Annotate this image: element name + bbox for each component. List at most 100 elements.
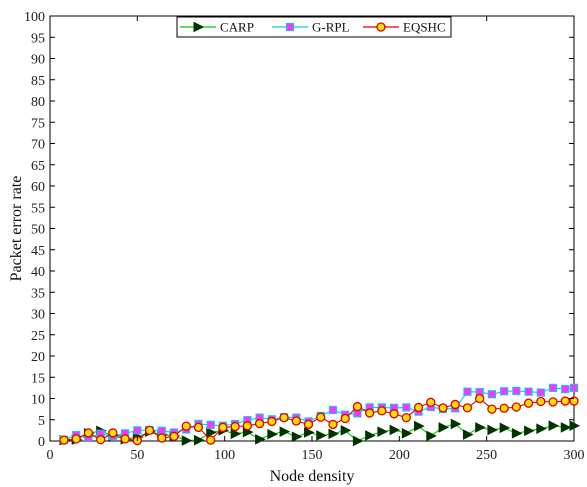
y-tick-label: 20 [31, 350, 45, 365]
data-point [206, 427, 217, 438]
y-tick-label: 100 [24, 10, 45, 25]
y-tick-label: 75 [31, 116, 45, 131]
data-point [569, 396, 579, 406]
data-point [450, 418, 462, 430]
data-point [352, 435, 364, 447]
data-point [193, 422, 204, 433]
y-tick-label: 35 [31, 286, 45, 301]
data-point [157, 433, 167, 443]
x-tick-label: 50 [130, 448, 144, 463]
data-point [120, 434, 130, 444]
data-point [475, 393, 485, 404]
data-point [267, 428, 278, 440]
y-tick-label: 95 [31, 31, 45, 46]
data-point [500, 387, 509, 396]
y-tick-label: 5 [38, 414, 45, 429]
data-point [206, 420, 215, 429]
y-tick-label: 65 [31, 159, 45, 174]
data-point [193, 434, 205, 446]
data-point [181, 421, 191, 431]
data-point [438, 403, 448, 413]
data-point [230, 421, 240, 432]
y-tick-label: 25 [31, 329, 45, 344]
data-point [414, 420, 425, 432]
data-point [255, 433, 266, 445]
y-tick-label: 60 [31, 180, 45, 195]
data-point [316, 412, 326, 422]
data-point [487, 404, 497, 414]
y-tick-label: 40 [31, 265, 45, 280]
data-point [218, 422, 228, 433]
data-point [169, 431, 179, 441]
data-point [304, 427, 315, 438]
data-point [569, 383, 579, 392]
data-point [450, 399, 460, 410]
data-point [242, 421, 253, 431]
data-point [291, 431, 303, 443]
x-tick-label: 200 [389, 448, 410, 463]
series-layer [59, 383, 581, 447]
data-point [328, 419, 338, 430]
data-point [389, 424, 401, 436]
data-point [254, 418, 265, 429]
data-point [71, 434, 81, 444]
legend-label: CARP [220, 20, 254, 35]
x-tick-label: 100 [214, 448, 235, 463]
data-point [536, 396, 546, 407]
data-point [181, 435, 193, 446]
data-point [279, 412, 289, 423]
legend-marker [193, 21, 205, 33]
data-point [108, 428, 118, 438]
data-point [413, 402, 424, 413]
legend-label: EQSHC [403, 20, 446, 35]
data-point [499, 422, 511, 434]
data-point [499, 403, 509, 413]
data-point [303, 419, 314, 430]
y-tick-label: 55 [31, 201, 45, 216]
data-point [352, 401, 363, 412]
data-point [561, 385, 570, 394]
data-point [377, 426, 388, 437]
data-point [512, 386, 521, 395]
legend-item: EQSHC [363, 20, 446, 35]
data-point [291, 416, 301, 426]
data-point [511, 428, 523, 439]
y-tick-label: 0 [38, 435, 45, 450]
data-point [328, 428, 340, 440]
data-point [548, 397, 558, 407]
x-tick-label: 0 [47, 448, 54, 463]
legend-box [176, 16, 452, 38]
y-tick-label: 10 [31, 393, 45, 408]
data-point [59, 435, 69, 445]
data-point [389, 409, 399, 419]
data-point [511, 402, 522, 412]
data-point [462, 429, 474, 440]
data-point [548, 420, 560, 432]
data-point [133, 426, 142, 435]
data-point [402, 403, 411, 412]
y-tick-label: 80 [31, 95, 45, 110]
legend: CARP G-RPL EQSHC [176, 16, 452, 38]
y-tick-label: 45 [31, 244, 45, 259]
axis-layer: 0 50 100 150 200 250 300 0 5 10 15 20 25 30 35 40 45 50 55… [24, 10, 585, 463]
series-eqshc [59, 393, 579, 446]
data-point [569, 420, 581, 432]
data-point [206, 435, 216, 445]
legend-item: CARP [180, 20, 254, 35]
data-point [560, 422, 572, 433]
data-point [328, 405, 338, 415]
x-tick-label: 150 [302, 448, 323, 463]
data-point [524, 387, 533, 396]
data-point [536, 388, 545, 397]
data-point [401, 428, 413, 439]
y-axis-label: Packet error rate [8, 176, 25, 282]
x-tick-label: 250 [476, 448, 497, 463]
data-point [267, 416, 277, 427]
data-point [524, 425, 535, 437]
data-point [523, 398, 534, 408]
legend-marker [376, 22, 386, 32]
data-point [144, 425, 155, 436]
data-point [316, 430, 327, 441]
y-tick-label: 85 [31, 74, 45, 89]
